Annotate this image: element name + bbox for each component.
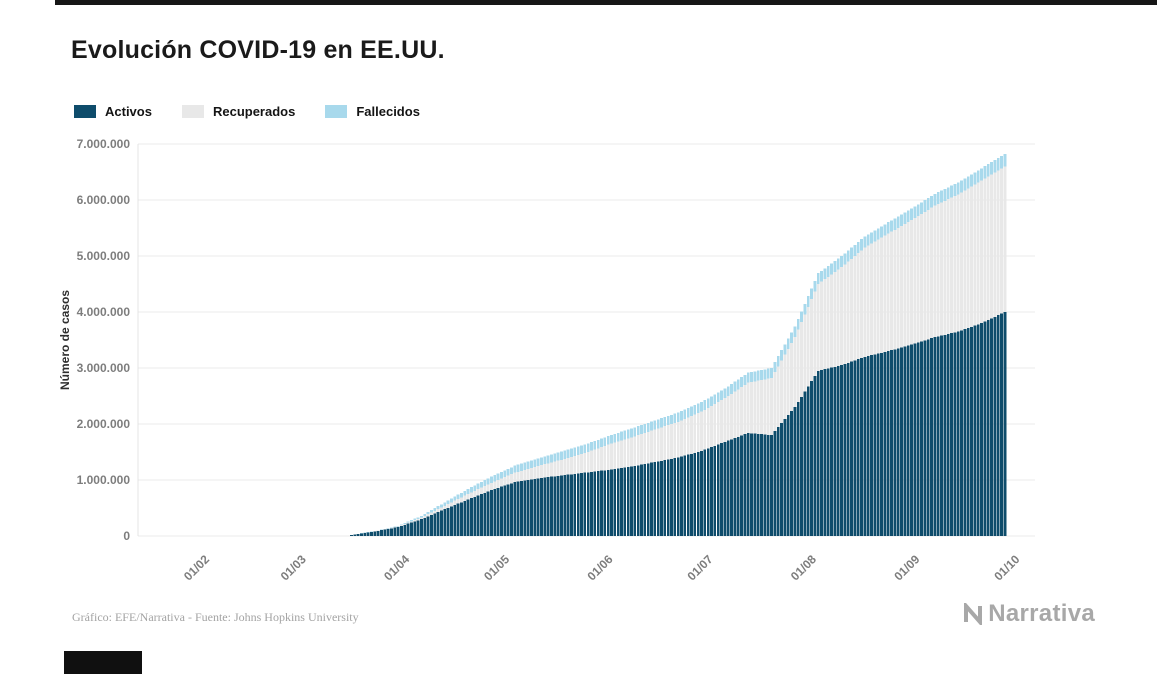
legend-item-activos: Activos [74,104,152,119]
svg-text:01/06: 01/06 [584,552,615,583]
svg-text:2.000.000: 2.000.000 [77,417,131,431]
legend-label-recuperados: Recuperados [212,104,296,119]
legend-label-activos: Activos [105,104,152,119]
svg-text:01/10: 01/10 [991,552,1022,583]
covid-stacked-area-chart: 0 1.000.000 2.000.000 3.000.000 4.000.000 5.0… [55,128,1055,608]
chart-title: Evolución COVID-19 en EE.UU. [71,36,445,64]
svg-text:5.000.000: 5.000.000 [77,249,131,263]
top-edge-artifact [55,0,1157,5]
chart-legend: Activos Recuperados Fallecidos [74,104,420,119]
svg-text:01/09: 01/09 [891,552,922,583]
svg-text:Número de casos: Número de casos [58,290,72,390]
svg-text:7.000.000: 7.000.000 [77,137,131,151]
legend-label-fallecidos: Fallecidos [356,104,420,119]
narrativa-logo-icon [964,603,983,625]
legend-swatch-fallecidos [325,105,348,118]
svg-text:01/02: 01/02 [181,552,212,583]
svg-text:6.000.000: 6.000.000 [77,193,131,207]
legend-item-recuperados: Recuperados [181,104,296,119]
bottom-left-artifact [64,651,142,674]
svg-text:01/03: 01/03 [278,552,309,583]
source-credit: Gráfico: EFE/Narrativa - Fuente: Johns H… [72,610,359,624]
narrativa-logo-text: Narrativa [988,600,1095,627]
legend-item-fallecidos: Fallecidos [325,104,420,119]
svg-text:0: 0 [123,529,130,543]
svg-text:1.000.000: 1.000.000 [77,473,131,487]
svg-text:4.000.000: 4.000.000 [77,305,131,319]
narrativa-logo: Narrativa [962,600,1095,628]
svg-text:01/04: 01/04 [381,552,412,583]
svg-text:3.000.000: 3.000.000 [77,361,131,375]
svg-text:01/05: 01/05 [481,552,512,583]
chart-canvas: 0 1.000.000 2.000.000 3.000.000 4.000.000 5.0… [58,137,1035,583]
legend-swatch-activos [74,105,96,118]
svg-text:01/08: 01/08 [788,552,819,583]
svg-text:01/07: 01/07 [684,552,715,583]
legend-swatch-recuperados [181,105,204,118]
